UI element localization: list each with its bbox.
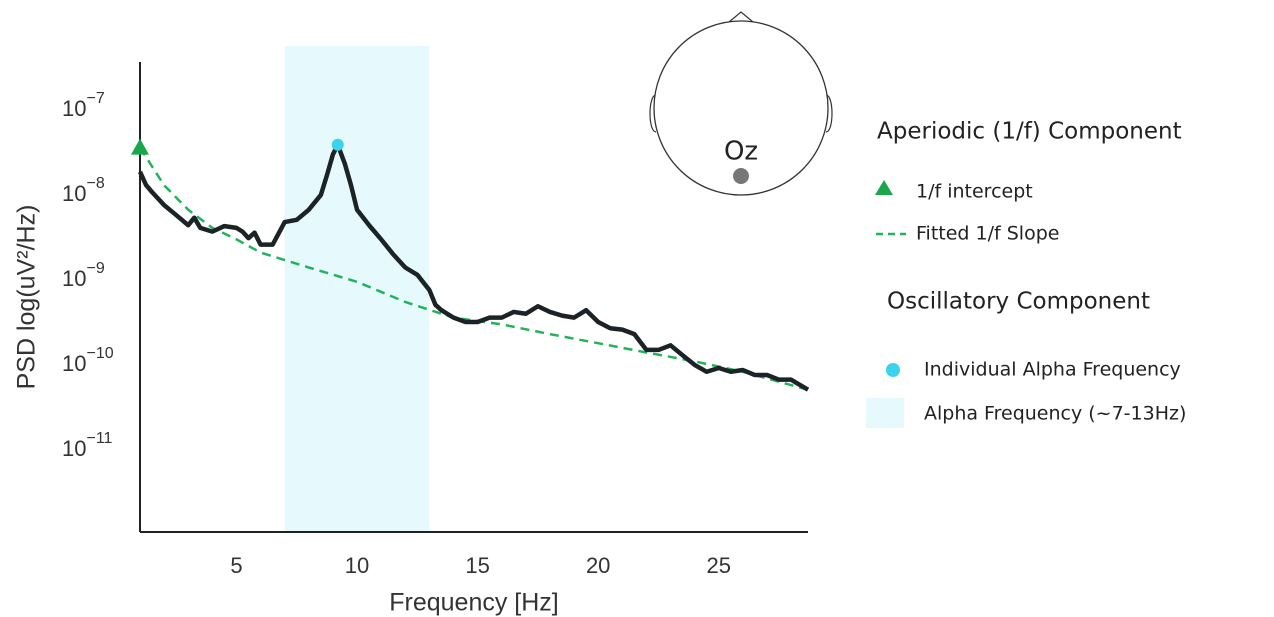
legend-peak-symbol bbox=[886, 363, 900, 377]
y-axis-label: PSD log(uV²/Hz) bbox=[13, 205, 41, 390]
legend-label: Fitted 1/f Slope bbox=[916, 223, 1059, 245]
y-tick-label: 10−10 bbox=[62, 345, 114, 376]
electrode-label: Oz bbox=[724, 137, 758, 167]
intercept-marker bbox=[131, 138, 149, 155]
head-diagram bbox=[649, 11, 833, 196]
y-tick-label: 10−11 bbox=[62, 430, 113, 461]
y-tick-label: 10−9 bbox=[62, 260, 105, 291]
legend-label: 1/f intercept bbox=[916, 181, 1033, 203]
legend-heading: Aperiodic (1/f) Component bbox=[877, 119, 1182, 145]
x-tick-label: 5 bbox=[230, 553, 242, 578]
legend-heading: Oscillatory Component bbox=[887, 289, 1150, 315]
alpha-band bbox=[284, 46, 430, 532]
psd-line bbox=[137, 142, 810, 392]
fitted-line bbox=[138, 147, 809, 391]
x-axis-label: Frequency [Hz] bbox=[389, 589, 559, 617]
x-tick-label: 10 bbox=[345, 553, 369, 578]
x-tick-label: 20 bbox=[586, 553, 610, 578]
legend-intercept-symbol bbox=[875, 180, 893, 195]
legend-label: Individual Alpha Frequency bbox=[924, 359, 1181, 381]
y-tick-label: 10−8 bbox=[62, 175, 105, 206]
legend-label: Alpha Frequency (~7-13Hz) bbox=[924, 403, 1186, 425]
x-tick-label: 25 bbox=[707, 553, 731, 578]
x-tick-label: 15 bbox=[465, 553, 489, 578]
y-tick-label: 10−7 bbox=[62, 90, 105, 121]
peak-marker bbox=[331, 138, 344, 151]
legend-band-symbol bbox=[866, 398, 904, 428]
